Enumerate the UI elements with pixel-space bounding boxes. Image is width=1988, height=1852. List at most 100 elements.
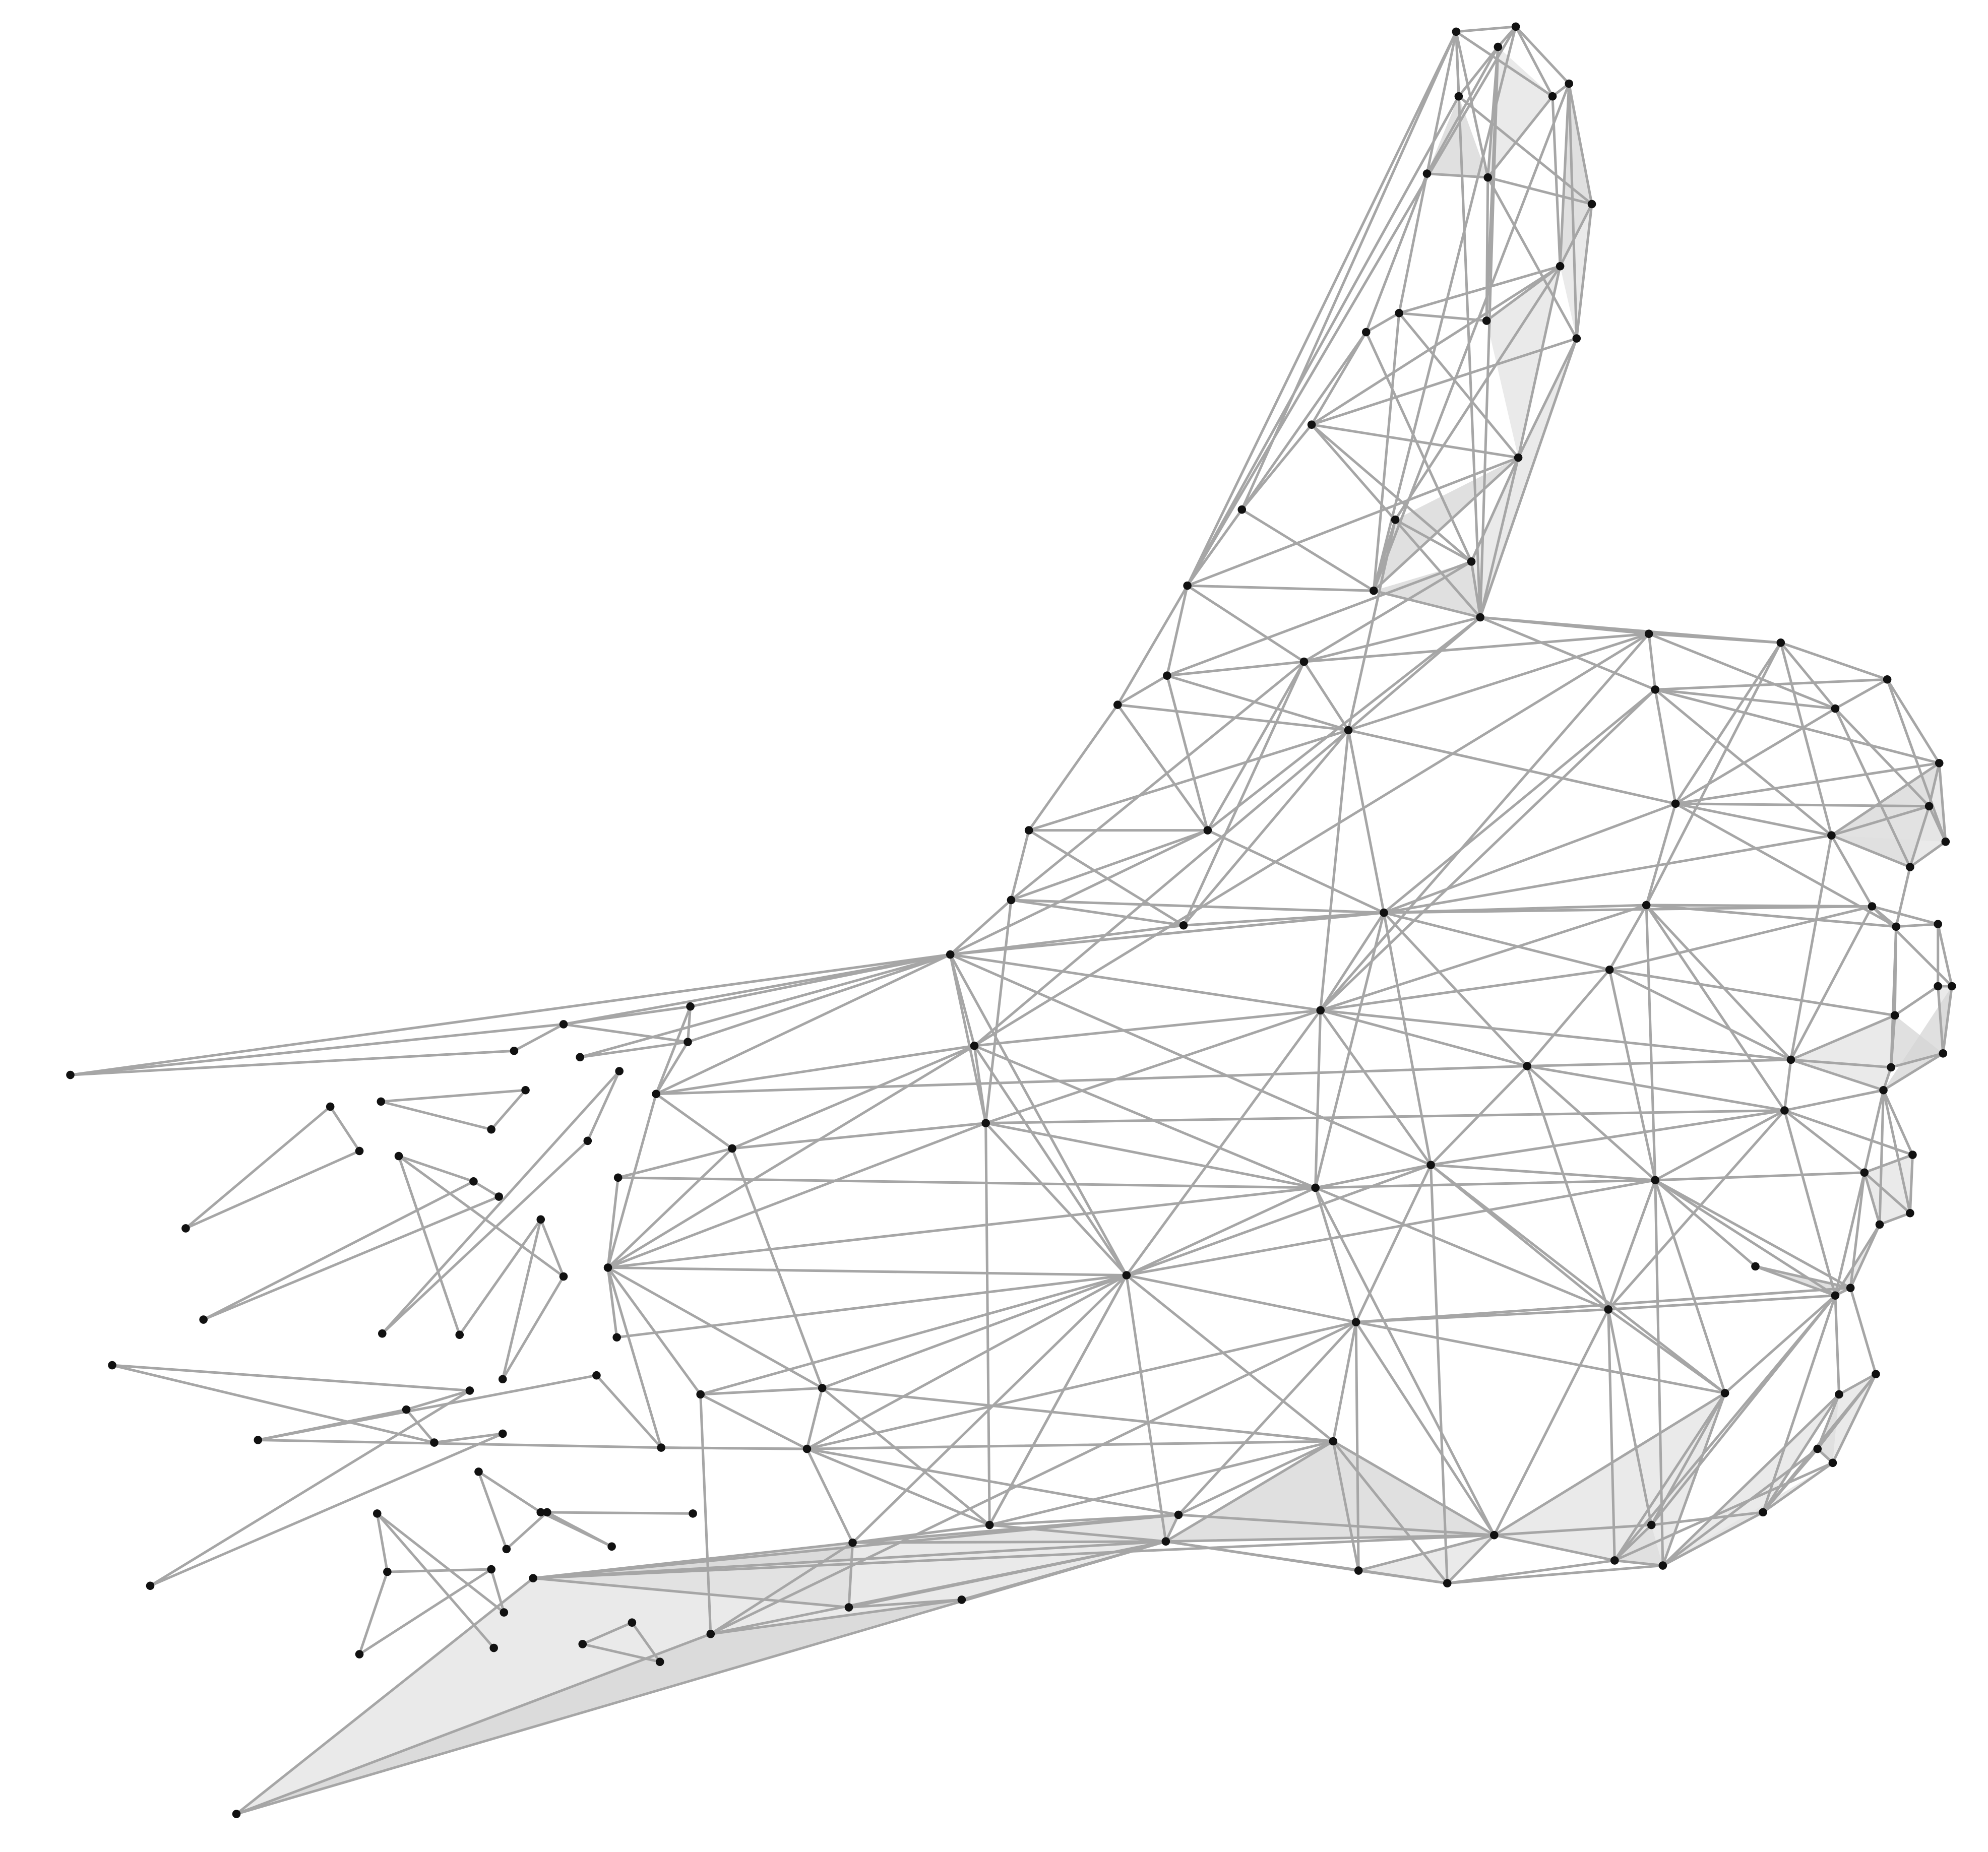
wireframe-edge [376, 1512, 495, 1649]
wireframe-edge [1654, 1179, 1726, 1394]
wireframe-edge [1027, 704, 1119, 832]
wireframe-node [1908, 1151, 1917, 1159]
wireframe-node [946, 950, 955, 959]
wireframe-edge [1116, 584, 1189, 707]
wireframe-edge [1382, 911, 1529, 1067]
wireframe-edge [1607, 1308, 1616, 1562]
wireframe-edge [1834, 1171, 1866, 1297]
wireframe-edge [562, 953, 952, 1026]
wireframe-edge [1125, 1179, 1657, 1277]
wireframe-edge [1493, 1391, 1726, 1537]
wireframe-node [498, 1429, 507, 1438]
wireframe-node [1490, 1530, 1499, 1540]
wireframe-edge [1645, 802, 1677, 907]
wireframe-edge [1116, 704, 1209, 832]
wireframe-edge [1372, 82, 1571, 592]
wireframe-node [1875, 1220, 1884, 1229]
wireframe-node [1651, 685, 1660, 694]
wireframe-edge [1849, 1223, 1881, 1290]
wireframe-edge [1319, 729, 1350, 1012]
wireframe-edge [1526, 1064, 1786, 1112]
wireframe-node [1511, 22, 1520, 31]
shaded-facet [1471, 458, 1519, 617]
wireframe-edge [1568, 82, 1578, 340]
wireframe-edge [1613, 1523, 1653, 1562]
wireframe-edge [984, 1109, 1786, 1125]
wireframe-edge [397, 1155, 461, 1336]
wireframe-node [66, 1070, 75, 1079]
wireframe-edge [973, 632, 1650, 1047]
wireframe-edge [532, 1540, 1167, 1580]
wireframe-node [1351, 1318, 1360, 1326]
wireframe-edge [1010, 829, 1209, 902]
wireframe-edge [1347, 632, 1650, 732]
wireframe-node [1361, 328, 1371, 337]
wireframe-edge [1942, 985, 1953, 1055]
wireframe-edge [1650, 1294, 1837, 1526]
wireframe-edge [1526, 968, 1611, 1067]
wireframe-edge [1310, 423, 1520, 459]
wireframe-node [1887, 1063, 1895, 1072]
wireframe-edge [1177, 1513, 1496, 1537]
wireframe-edge [1645, 904, 1786, 1112]
wireframe-edge [1010, 660, 1306, 902]
wireframe-edge [805, 1447, 854, 1544]
wireframe-edge [1425, 45, 1500, 175]
wireframe-edge [1514, 25, 1554, 98]
wireframe-edge [1613, 1461, 1834, 1562]
wireframe-node [613, 1173, 623, 1182]
wireframe-edge [1240, 331, 1368, 511]
wireframe-edge [1654, 688, 1837, 710]
wireframe-edge [1165, 584, 1189, 677]
wireframe-edge [1783, 1109, 1866, 1174]
wireframe-edge [1789, 1058, 1885, 1092]
wireframe-edge [1116, 704, 1350, 732]
wireframe-edge [1645, 904, 1874, 908]
wireframe-edge [821, 1273, 1128, 1389]
wireframe-node [1872, 1370, 1880, 1378]
wireframe-edge [1830, 834, 1874, 908]
wireframe-node [1183, 581, 1192, 590]
wireframe-edge [731, 1044, 976, 1150]
wireframe-edge [1354, 1321, 1496, 1537]
wireframe-edge [949, 829, 1209, 956]
wireframe-edge [1608, 968, 1657, 1182]
wireframe-edge [1608, 968, 1792, 1061]
wireframe-edge [1890, 1014, 1896, 1069]
wireframe-edge [1575, 203, 1593, 340]
wireframe-node [1813, 1444, 1822, 1453]
wireframe-edge [1314, 1009, 1322, 1189]
wireframe-edge [1607, 1294, 1837, 1311]
wireframe-edge [1314, 1179, 1657, 1189]
wireframe-node [1426, 1161, 1435, 1169]
wireframe-node [1831, 704, 1840, 713]
wireframe-edge [1674, 802, 1898, 928]
wireframe-edge [1347, 616, 1482, 732]
wireframe-edge [1661, 1391, 1726, 1567]
wireframe-edge [1654, 688, 1941, 764]
wireframe-edge [1186, 508, 1244, 587]
wireframe-edge [606, 1266, 824, 1389]
wireframe-node [1924, 802, 1934, 811]
wireframe-edge [984, 1009, 1322, 1125]
wireframe-node [1391, 516, 1400, 524]
wireframe-edge [1863, 1171, 1911, 1215]
wireframe-node [1934, 982, 1943, 991]
wireframe-node [818, 1384, 827, 1392]
wireframe-edge [1364, 331, 1473, 563]
wireframe-edge [432, 1432, 504, 1444]
wireframe-edge [1779, 641, 1833, 837]
wireframe-edge [1789, 905, 1874, 1061]
wireframe-edge [821, 1386, 991, 1526]
wireframe-edge [358, 1570, 389, 1656]
wireframe-edge [1645, 904, 1792, 1061]
wireframe-edge [1493, 1308, 1610, 1537]
wireframe-node [728, 1144, 736, 1153]
wireframe-node [355, 1146, 364, 1156]
wireframe-edge [539, 1511, 613, 1548]
wireframe-edge [1661, 1447, 1819, 1567]
wireframe-edge [1613, 1391, 1726, 1562]
wireframe-edge [1514, 25, 1571, 85]
wireframe-edge [1895, 866, 1911, 928]
